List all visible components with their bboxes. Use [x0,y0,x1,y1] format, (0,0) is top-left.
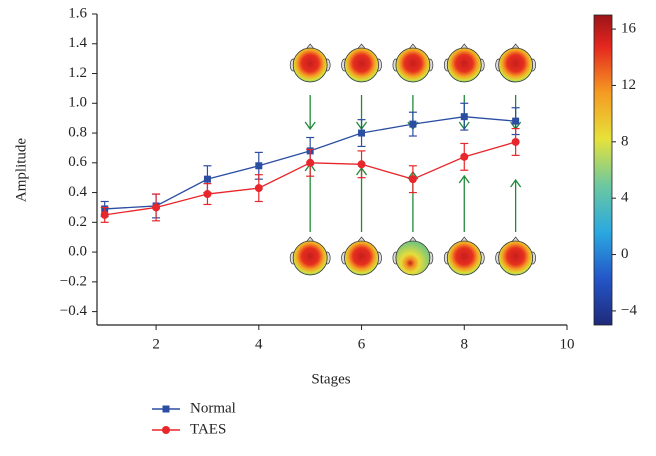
head [446,240,482,276]
legend-marker [162,405,170,413]
x-tick-label: 2 [152,336,160,352]
point [357,160,366,169]
y-tick-label: 1.6 [68,5,87,21]
legend-label: Normal [190,400,236,416]
arrow-head [510,178,522,188]
x-tick-label: 10 [560,336,575,352]
point [512,117,520,125]
y-tick-label: −0.4 [60,303,88,319]
y-tick-label: −0.2 [60,273,87,289]
point [254,184,263,193]
y-tick-label: 0.4 [68,184,87,200]
colorbar [593,14,613,326]
x-axis-label: Stages [311,371,350,387]
head [498,240,534,276]
head [498,47,534,83]
point [306,158,315,167]
point [100,210,109,219]
colorbar-tick-label: 12 [621,77,636,93]
point [511,137,520,146]
y-tick-label: 0.8 [68,124,87,140]
colorbar-tick-label: 8 [621,133,629,149]
y-tick-label: 1.2 [68,65,87,81]
y-tick-label: 0.2 [68,214,87,230]
point [358,129,366,137]
x-tick-label: 8 [461,336,469,352]
point [255,162,263,170]
y-tick-label: 1.0 [68,95,87,111]
legend-marker [162,426,170,434]
colorbar-tick-label: −4 [621,302,637,318]
point [409,120,417,128]
point [408,175,417,184]
y-tick-label: 0.6 [68,154,87,170]
topomaps [289,43,536,276]
colorbar-tick-label: 0 [621,246,629,262]
y-axis-label: Amplitude [13,138,29,203]
head [292,47,328,83]
head [446,47,482,83]
colorbar-tick-label: 16 [621,21,637,37]
x-tick-label: 6 [358,336,366,352]
arrow-head [304,121,316,131]
colorbar-tick-label: 4 [621,190,629,206]
point [460,113,468,121]
legend-label: TAES [190,421,226,437]
point [203,175,211,183]
arrow-head [458,174,470,184]
point [460,152,469,161]
head [292,240,328,276]
point [152,203,161,212]
x-tick-label: 4 [255,336,263,352]
head [344,240,379,276]
head [395,47,431,83]
head [344,47,379,83]
head [395,240,431,276]
point [203,190,212,199]
y-tick-label: 0.0 [68,244,87,260]
y-tick-label: 1.4 [68,35,87,51]
